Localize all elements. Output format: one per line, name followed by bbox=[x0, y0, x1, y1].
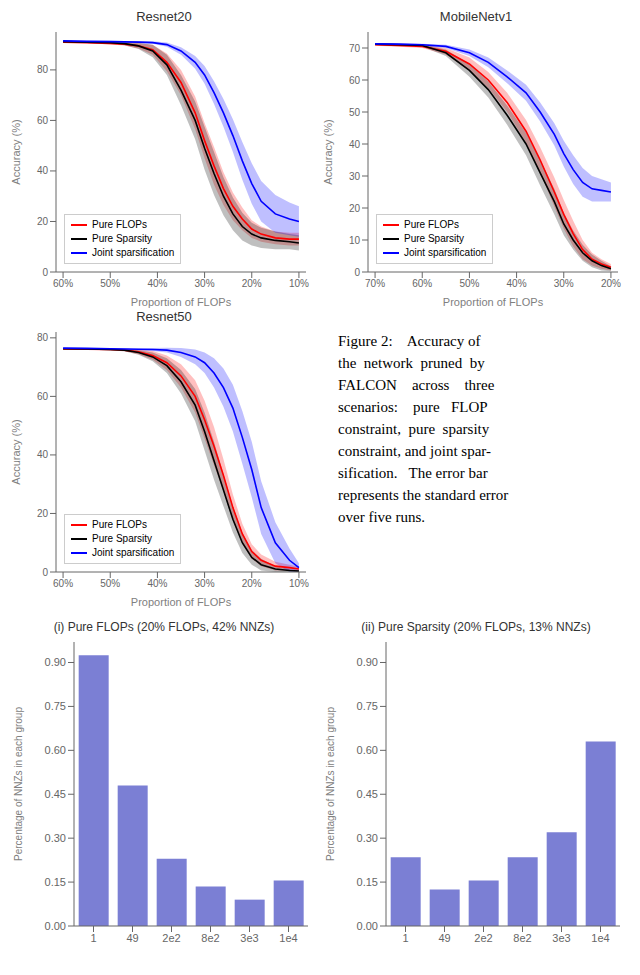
svg-text:1e4: 1e4 bbox=[591, 932, 609, 944]
svg-text:40: 40 bbox=[37, 165, 49, 176]
svg-text:20: 20 bbox=[349, 203, 361, 214]
svg-text:20%: 20% bbox=[242, 578, 262, 589]
svg-text:20%: 20% bbox=[242, 278, 262, 289]
svg-text:Percentage of NNZs in each gro: Percentage of NNZs in each group bbox=[13, 707, 24, 861]
svg-text:70%: 70% bbox=[365, 278, 385, 289]
svg-text:60%: 60% bbox=[412, 278, 432, 289]
svg-text:Accuracy (%): Accuracy (%) bbox=[322, 119, 334, 184]
svg-text:30: 30 bbox=[349, 171, 361, 182]
svg-text:Percentage of NNZs in each gro: Percentage of NNZs in each group bbox=[325, 707, 336, 861]
svg-text:10: 10 bbox=[349, 235, 361, 246]
svg-text:60%: 60% bbox=[53, 278, 73, 289]
html-text:Resnet20: Resnet20 bbox=[136, 9, 192, 24]
svg-text:60%: 60% bbox=[53, 578, 73, 589]
svg-text:0.90: 0.90 bbox=[45, 656, 66, 668]
svg-text:10%: 10% bbox=[289, 278, 309, 289]
svg-text:60: 60 bbox=[37, 391, 49, 402]
svg-text:20%: 20% bbox=[601, 278, 621, 289]
svg-text:40: 40 bbox=[349, 139, 361, 150]
svg-text:3e3: 3e3 bbox=[552, 932, 570, 944]
svg-text:0.45: 0.45 bbox=[357, 788, 378, 800]
html-text:scenarios: pure FLOP: scenarios: pure FLOP bbox=[338, 399, 488, 415]
html-text:sification. The error bar: sification. The error bar bbox=[338, 465, 488, 481]
svg-text:3e3: 3e3 bbox=[240, 932, 258, 944]
svg-text:60: 60 bbox=[37, 115, 49, 126]
svg-text:0.60: 0.60 bbox=[45, 744, 66, 756]
svg-text:0.75: 0.75 bbox=[357, 700, 378, 712]
svg-text:1: 1 bbox=[402, 932, 408, 944]
html-text:the network pruned by: the network pruned by bbox=[338, 355, 485, 371]
svg-text:0.75: 0.75 bbox=[45, 700, 66, 712]
svg-text:0.15: 0.15 bbox=[357, 876, 378, 888]
svg-text:0: 0 bbox=[42, 567, 48, 578]
svg-text:0.00: 0.00 bbox=[357, 920, 378, 932]
svg-text:0: 0 bbox=[42, 267, 48, 278]
svg-text:0.90: 0.90 bbox=[357, 656, 378, 668]
html-text:MobileNetv1: MobileNetv1 bbox=[439, 9, 513, 24]
svg-text:0.30: 0.30 bbox=[357, 832, 378, 844]
html-text:Resnet50: Resnet50 bbox=[136, 309, 192, 324]
svg-text:2e2: 2e2 bbox=[474, 932, 492, 944]
svg-text:80: 80 bbox=[37, 332, 49, 343]
svg-text:40%: 40% bbox=[507, 278, 527, 289]
svg-text:Proportion of FLOPs: Proportion of FLOPs bbox=[131, 596, 232, 608]
svg-text:Proportion of FLOPs: Proportion of FLOPs bbox=[131, 296, 232, 308]
svg-text:49: 49 bbox=[126, 932, 138, 944]
svg-text:50: 50 bbox=[349, 107, 361, 118]
svg-text:0.15: 0.15 bbox=[45, 876, 66, 888]
svg-text:2e2: 2e2 bbox=[162, 932, 180, 944]
svg-text:50%: 50% bbox=[100, 578, 120, 589]
html-text:Figure 2: Accuracy of: Figure 2: Accuracy of bbox=[338, 333, 481, 349]
svg-text:Accuracy (%): Accuracy (%) bbox=[10, 119, 22, 184]
html-text:represents the standard error: represents the standard error bbox=[338, 487, 509, 503]
svg-text:0.60: 0.60 bbox=[357, 744, 378, 756]
svg-text:1e4: 1e4 bbox=[279, 932, 297, 944]
svg-text:20: 20 bbox=[37, 508, 49, 519]
svg-text:1: 1 bbox=[90, 932, 96, 944]
html-text:Pure FLOPs: Pure FLOPs bbox=[404, 219, 459, 230]
svg-text:40%: 40% bbox=[147, 278, 167, 289]
html-text:Pure FLOPs: Pure FLOPs bbox=[92, 219, 147, 230]
svg-text:0: 0 bbox=[354, 267, 360, 278]
svg-text:40: 40 bbox=[37, 449, 49, 460]
html-text:Pure Sparsity: Pure Sparsity bbox=[404, 233, 464, 244]
svg-text:49: 49 bbox=[438, 932, 450, 944]
svg-text:30%: 30% bbox=[195, 278, 215, 289]
svg-text:0.45: 0.45 bbox=[45, 788, 66, 800]
svg-text:8e2: 8e2 bbox=[201, 932, 219, 944]
html-text:Pure Sparsity: Pure Sparsity bbox=[92, 233, 152, 244]
svg-text:8e2: 8e2 bbox=[513, 932, 531, 944]
html-text:Joint sparsification: Joint sparsification bbox=[92, 547, 175, 558]
html-text:Pure FLOPs: Pure FLOPs bbox=[92, 519, 147, 530]
html-text:Pure Sparsity: Pure Sparsity bbox=[92, 533, 152, 544]
svg-text:Proportion of FLOPs: Proportion of FLOPs bbox=[443, 296, 544, 308]
svg-text:20: 20 bbox=[37, 216, 49, 227]
html-text:constraint, and joint spar-: constraint, and joint spar- bbox=[338, 443, 491, 459]
svg-text:80: 80 bbox=[37, 64, 49, 75]
svg-text:30%: 30% bbox=[554, 278, 574, 289]
html-text:Joint sparsification: Joint sparsification bbox=[404, 247, 487, 258]
html-text:(i) Pure FLOPs (20% FLOPs, 42%: (i) Pure FLOPs (20% FLOPs, 42% NNZs) bbox=[53, 620, 275, 634]
svg-text:40%: 40% bbox=[147, 578, 167, 589]
html-text:over five runs.: over five runs. bbox=[338, 509, 426, 525]
html-text:constraint, pure sparsity: constraint, pure sparsity bbox=[338, 421, 490, 437]
svg-text:0.30: 0.30 bbox=[45, 832, 66, 844]
svg-text:60: 60 bbox=[349, 75, 361, 86]
svg-text:Accuracy (%): Accuracy (%) bbox=[10, 419, 22, 484]
svg-text:0.00: 0.00 bbox=[45, 920, 66, 932]
html-text:FALCON across three: FALCON across three bbox=[338, 377, 495, 393]
svg-text:30%: 30% bbox=[195, 578, 215, 589]
svg-text:50%: 50% bbox=[459, 278, 479, 289]
html-text:Joint sparsification: Joint sparsification bbox=[92, 247, 175, 258]
svg-text:10%: 10% bbox=[289, 578, 309, 589]
svg-text:50%: 50% bbox=[100, 278, 120, 289]
svg-text:70: 70 bbox=[349, 43, 361, 54]
html-text:(ii) Pure Sparsity (20% FLOPs,: (ii) Pure Sparsity (20% FLOPs, 13% NNZs) bbox=[361, 620, 591, 634]
